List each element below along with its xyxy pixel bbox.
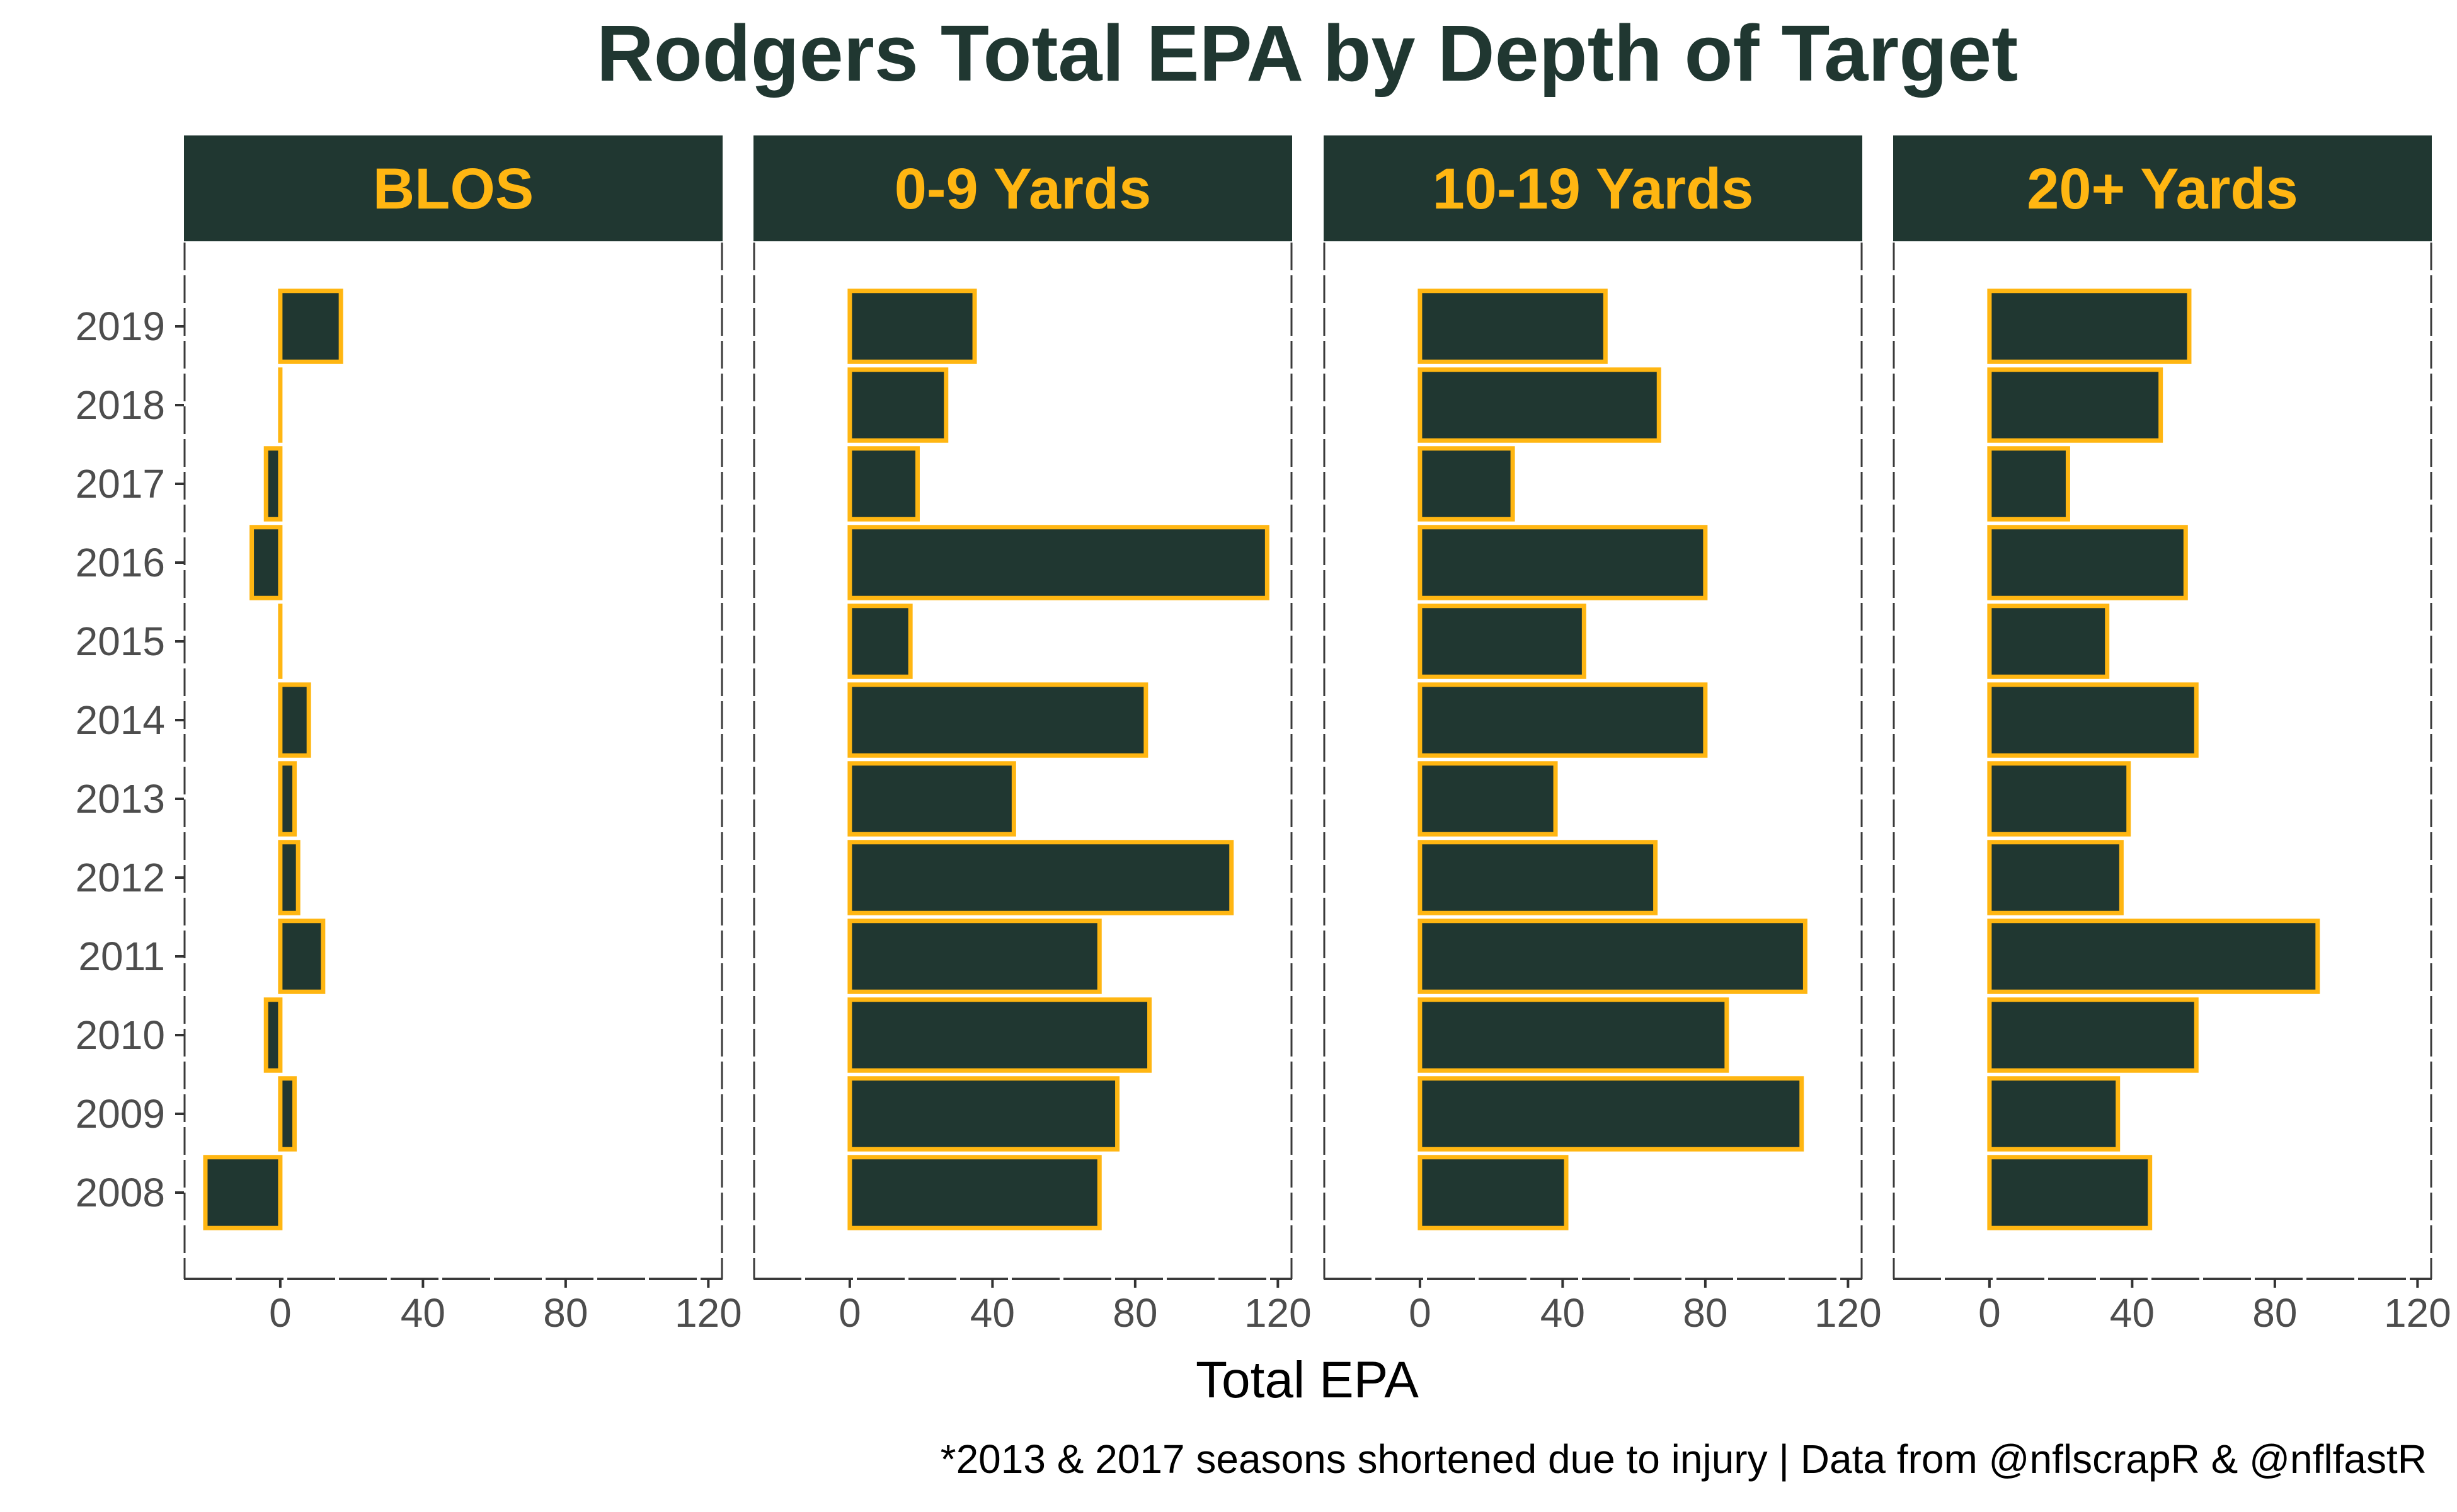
x-tick-label: 0 bbox=[269, 1290, 292, 1336]
bar bbox=[1418, 1155, 1569, 1230]
bar bbox=[1418, 997, 1729, 1073]
y-tick-label: 2011 bbox=[78, 934, 165, 979]
bar bbox=[847, 1155, 1102, 1230]
bar bbox=[1987, 289, 2192, 364]
y-tick-label: 2010 bbox=[76, 1012, 165, 1058]
x-tick-label: 40 bbox=[2110, 1290, 2155, 1336]
panel-strip-label: 0-9 Yards bbox=[895, 157, 1152, 221]
bar bbox=[263, 997, 283, 1073]
x-tick-label: 0 bbox=[1409, 1290, 1431, 1336]
bar bbox=[1987, 367, 2163, 443]
y-tick-label: 2018 bbox=[76, 382, 165, 428]
bar bbox=[847, 525, 1269, 600]
bar bbox=[1418, 446, 1515, 522]
panel-blos: BLOS 0 40 80 120 bbox=[183, 135, 742, 1336]
panel-strip-label: 10-19 Yards bbox=[1433, 157, 1754, 221]
bar bbox=[1987, 525, 2188, 600]
bar bbox=[263, 446, 283, 522]
y-tick-label: 2014 bbox=[76, 697, 165, 743]
bar bbox=[1418, 525, 1708, 600]
y-tick-label: 2009 bbox=[76, 1091, 165, 1137]
panel-strip bbox=[184, 135, 723, 241]
bar bbox=[1418, 367, 1661, 443]
panel-strip-label: 20+ Yards bbox=[2027, 157, 2298, 221]
x-tick-label: 40 bbox=[970, 1290, 1015, 1336]
bar bbox=[1987, 761, 2131, 837]
x-tick-label: 40 bbox=[1540, 1290, 1585, 1336]
panel-strip bbox=[753, 135, 1292, 241]
panel-10-19-yards: 10-19 Yards 0 40 80 120 bbox=[1323, 135, 1882, 1336]
x-tick-label: 120 bbox=[1814, 1290, 1882, 1336]
bar bbox=[1987, 1076, 2121, 1152]
bar bbox=[847, 919, 1102, 994]
bar bbox=[847, 604, 913, 679]
bar bbox=[278, 761, 297, 837]
y-tick-label: 2015 bbox=[76, 619, 165, 664]
bar bbox=[278, 919, 326, 994]
bar bbox=[1987, 604, 2110, 679]
bar bbox=[1418, 604, 1586, 679]
bar bbox=[203, 1155, 283, 1230]
bar bbox=[847, 1076, 1120, 1152]
x-tick-label: 120 bbox=[2384, 1290, 2451, 1336]
caption: *2013 & 2017 seasons shortened due to in… bbox=[941, 1436, 2427, 1482]
bar bbox=[847, 997, 1152, 1073]
bar bbox=[1987, 1155, 2153, 1230]
x-tick-label: 80 bbox=[1113, 1290, 1157, 1336]
x-tick-label: 0 bbox=[1978, 1290, 2001, 1336]
x-tick-label: 40 bbox=[401, 1290, 445, 1336]
bar bbox=[1987, 682, 2199, 758]
x-tick-label: 80 bbox=[1683, 1290, 1727, 1336]
bar bbox=[847, 446, 920, 522]
panel-strip bbox=[1324, 135, 1862, 241]
y-tick-label: 2012 bbox=[76, 855, 165, 900]
bar bbox=[1418, 761, 1558, 837]
x-tick-label: 120 bbox=[1244, 1290, 1312, 1336]
bar bbox=[1418, 840, 1658, 915]
bar bbox=[1987, 997, 2199, 1073]
x-axis-title: Total EPA bbox=[1196, 1351, 1419, 1409]
y-tick-label: 2008 bbox=[76, 1170, 165, 1215]
panel-20-yards: 20+ Yards 0 40 80 120 bbox=[1893, 135, 2451, 1336]
y-axis: 2019 2018 2017 2016 2015 2014 2013 2012 2011 2010… bbox=[76, 304, 184, 1215]
bar bbox=[847, 367, 949, 443]
x-tick-label: 80 bbox=[2252, 1290, 2297, 1336]
x-tick-label: 120 bbox=[675, 1290, 742, 1336]
panel-strip-label: BLOS bbox=[373, 157, 534, 221]
bar bbox=[1987, 446, 2070, 522]
bar bbox=[278, 1076, 297, 1152]
bar bbox=[1987, 840, 2124, 915]
panel-0-9-yards: 0-9 Yards 0 40 80 120 bbox=[753, 135, 1312, 1336]
bar bbox=[1987, 919, 2320, 994]
chart-title: Rodgers Total EPA by Depth of Target bbox=[597, 9, 2018, 98]
bar bbox=[1418, 1076, 1804, 1152]
bar bbox=[1418, 682, 1708, 758]
y-tick-label: 2019 bbox=[76, 304, 165, 349]
y-tick-label: 2013 bbox=[76, 776, 165, 822]
bar bbox=[249, 525, 283, 600]
bar bbox=[847, 840, 1234, 915]
bar bbox=[847, 682, 1148, 758]
bar bbox=[278, 682, 311, 758]
x-tick-label: 0 bbox=[839, 1290, 861, 1336]
bar bbox=[847, 289, 977, 364]
panel-strip bbox=[1893, 135, 2432, 241]
bar bbox=[847, 761, 1016, 837]
y-tick-label: 2017 bbox=[76, 461, 165, 507]
bar bbox=[1418, 919, 1807, 994]
bar bbox=[278, 289, 343, 364]
bar bbox=[1418, 289, 1608, 364]
y-tick-label: 2016 bbox=[76, 540, 165, 585]
bar bbox=[278, 840, 301, 915]
x-tick-label: 80 bbox=[543, 1290, 588, 1336]
